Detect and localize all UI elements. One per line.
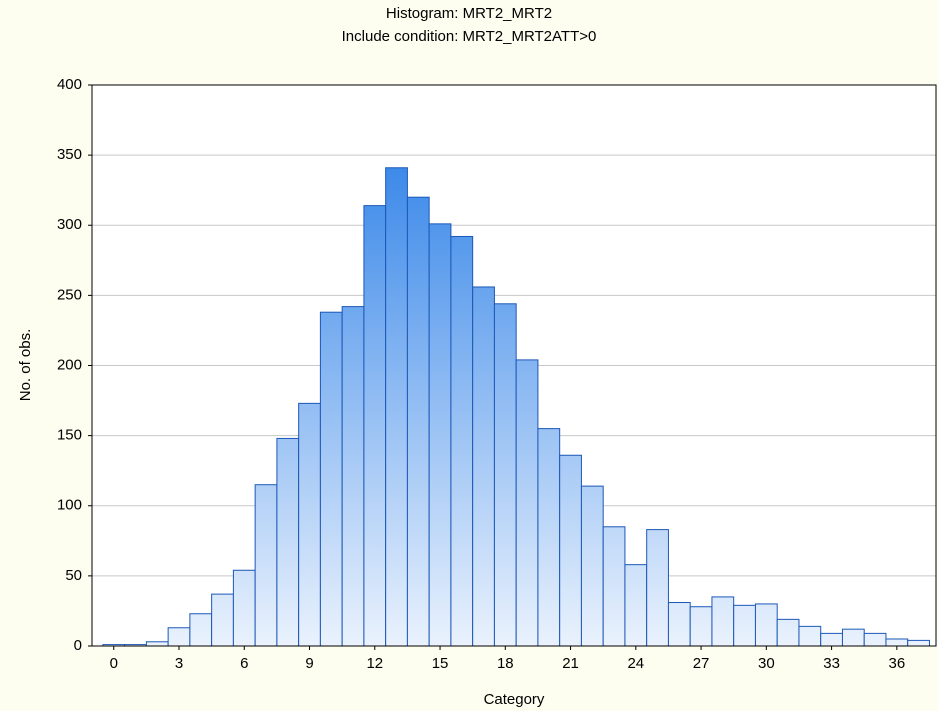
chart-title: Histogram: MRT2_MRT2: [386, 5, 552, 22]
bar: [189, 613, 213, 647]
bar: [711, 596, 735, 647]
chart-subtitle: Include condition: MRT2_MRT2ATT>0: [342, 28, 597, 45]
bar: [646, 529, 669, 647]
bar: [580, 485, 604, 647]
x-tick-label: 27: [693, 655, 710, 672]
bar: [733, 604, 756, 647]
bar: [689, 606, 713, 647]
y-tick-label: 300: [57, 216, 82, 233]
bar: [341, 306, 365, 647]
bar: [537, 428, 561, 647]
bar: [450, 235, 474, 647]
bar: [624, 564, 648, 647]
bar: [559, 454, 582, 647]
y-tick-label: 250: [57, 286, 82, 303]
bar: [667, 602, 691, 647]
bar: [211, 593, 234, 647]
x-tick-label: 36: [889, 655, 906, 672]
y-axis-label: No. of obs.: [17, 329, 34, 402]
x-tick-label: 3: [175, 655, 183, 672]
bar: [754, 603, 778, 647]
y-tick-label: 150: [57, 427, 82, 444]
x-tick-label: 21: [562, 655, 579, 672]
bar: [907, 639, 930, 647]
x-tick-label: 12: [366, 655, 383, 672]
bar: [319, 311, 343, 647]
bar: [167, 627, 191, 647]
bar: [145, 641, 169, 647]
x-axis-label: Category: [484, 691, 545, 708]
x-tick-label: 18: [497, 655, 514, 672]
y-tick-label: 350: [57, 146, 82, 163]
x-tick-label: 9: [305, 655, 313, 672]
bar: [841, 628, 865, 647]
x-tick-label: 30: [758, 655, 775, 672]
bar: [406, 196, 430, 647]
x-tick-label: 24: [627, 655, 644, 672]
bar: [493, 303, 517, 647]
bar: [820, 632, 843, 647]
bar: [515, 359, 539, 647]
y-tick-label: 50: [65, 567, 82, 584]
bar: [428, 223, 452, 647]
bar: [885, 638, 909, 647]
bar: [472, 286, 495, 647]
plot-frame: [91, 84, 937, 647]
bar: [298, 402, 321, 647]
x-tick-label: 33: [823, 655, 840, 672]
bar: [232, 569, 256, 647]
bar: [602, 526, 626, 647]
y-tick-label: 0: [74, 637, 82, 654]
y-tick-label: 400: [57, 76, 82, 93]
bar: [385, 167, 408, 647]
y-tick-label: 100: [57, 497, 82, 514]
x-tick-label: 0: [110, 655, 118, 672]
bar: [863, 632, 887, 647]
bar: [798, 625, 822, 647]
y-tick-label: 200: [57, 356, 82, 373]
bar: [776, 618, 800, 647]
bar: [276, 437, 300, 647]
bar: [363, 205, 387, 647]
x-tick-label: 6: [240, 655, 248, 672]
bar: [254, 484, 278, 647]
x-tick-label: 15: [432, 655, 449, 672]
